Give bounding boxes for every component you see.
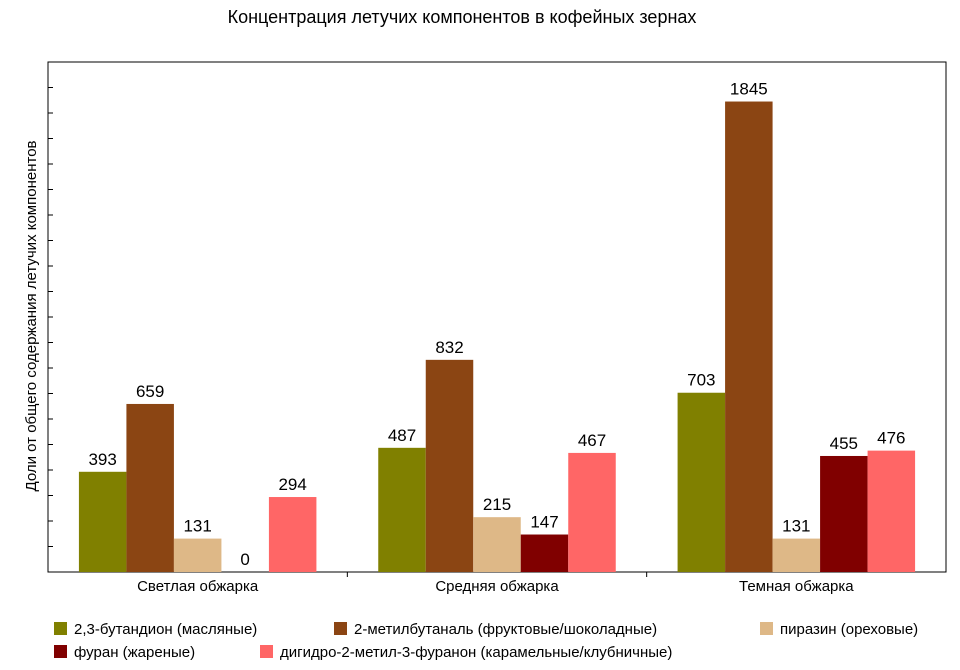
data-label: 832: [435, 338, 463, 357]
legend-swatch: [260, 645, 273, 658]
legend-label: 2,3-бутандион (масляные): [74, 621, 257, 638]
legend-label: пиразин (ореховые): [780, 621, 918, 638]
bar: [725, 101, 773, 573]
bar: [173, 538, 222, 572]
legend-swatch: [760, 622, 773, 635]
category-label: Темная обжарка: [739, 578, 854, 595]
data-label: 215: [483, 495, 511, 514]
bar: [520, 534, 569, 572]
legend-swatch: [334, 622, 347, 635]
data-label: 703: [687, 371, 715, 390]
bar: [820, 455, 868, 572]
data-label: 1845: [730, 80, 768, 99]
bar: [473, 517, 521, 572]
data-label: 455: [830, 434, 858, 453]
bar: [677, 392, 726, 572]
bar: [78, 471, 127, 572]
chart-title: Концентрация летучих компонентов в кофей…: [228, 7, 697, 27]
bar: [126, 403, 174, 572]
y-axis-ticks: [48, 61, 53, 573]
bar: [425, 359, 474, 572]
legend-swatch: [54, 645, 67, 658]
data-label: 0: [240, 550, 249, 569]
data-label: 487: [388, 426, 416, 445]
y-axis-label: Доли от общего содержания летучих компон…: [23, 140, 40, 491]
bar: [867, 450, 916, 572]
category-labels-group: Светлая обжарка Средняя обжарка Темная обж…: [137, 578, 854, 595]
data-label: 147: [530, 513, 558, 532]
legend-label: дигидро-2-метил-3-фуранон (карамельные/к…: [280, 644, 672, 661]
legend-label: 2-метилбутаналь (фруктовые/шоколадные): [354, 621, 657, 638]
bar: [268, 497, 317, 572]
data-label: 659: [136, 382, 164, 401]
category-label: Светлая обжарка: [137, 578, 259, 595]
legend-label: фуран (жареные): [74, 644, 195, 661]
bar: [772, 538, 821, 572]
x-axis-ticks: [346, 572, 648, 577]
legend-swatch: [54, 622, 67, 635]
bars-group: [78, 101, 916, 573]
data-label: 294: [278, 475, 306, 494]
data-label: 476: [877, 429, 905, 448]
data-label: 467: [578, 431, 606, 450]
bar: [568, 452, 616, 572]
data-label: 131: [782, 517, 810, 536]
data-label: 393: [88, 450, 116, 469]
data-label: 131: [183, 517, 211, 536]
legend: 2,3-бутандион (масляные) 2-метилбутаналь …: [54, 621, 918, 661]
bar: [378, 447, 426, 572]
category-label: Средняя обжарка: [435, 578, 559, 595]
data-labels-group: 393 659 131 0 294 487 832 215 147 467 703 1845 131 45…: [88, 80, 905, 569]
